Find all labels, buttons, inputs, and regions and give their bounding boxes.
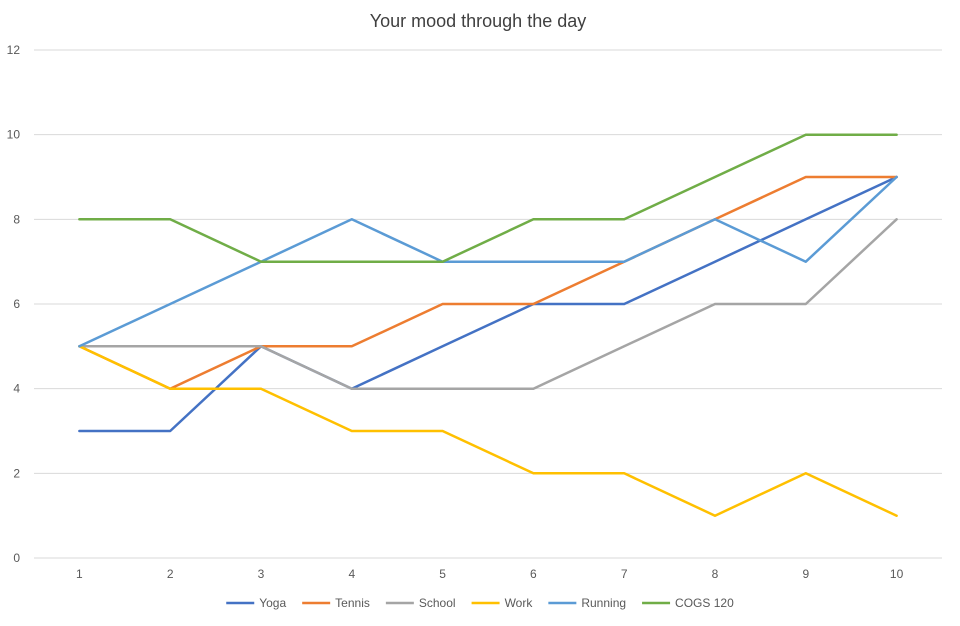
y-tick-label: 4 [13,382,20,396]
legend-item-running: Running [548,596,626,610]
x-tick-label: 9 [802,567,809,581]
y-tick-label: 6 [13,297,20,311]
y-tick-label: 12 [7,43,21,57]
x-tick-label: 8 [712,567,719,581]
x-tick-label: 1 [76,567,83,581]
legend-item-tennis: Tennis [302,596,370,610]
y-axis-ticks: 0 2 4 6 8 10 12 [7,43,21,565]
legend-label: COGS 120 [675,596,734,610]
x-tick-label: 7 [621,567,628,581]
legend-item-yoga: Yoga [226,596,286,610]
y-tick-label: 8 [13,212,20,226]
series-lines [78,133,898,517]
y-tick-label: 2 [13,466,20,480]
y-tick-label: 0 [13,551,20,565]
legend-item-school: School [385,596,456,610]
y-tick-label: 10 [7,128,21,142]
legend-label: Work [505,596,534,610]
series-line-tennis [78,175,898,390]
legend: Yoga Tennis School Work Running COGS 120 [226,596,734,610]
chart-title: Your mood through the day [370,11,587,31]
x-tick-label: 5 [439,567,446,581]
x-axis-ticks: 1 2 3 4 5 6 7 8 9 10 [76,567,904,581]
legend-item-work: Work [471,596,534,610]
x-tick-label: 2 [167,567,174,581]
legend-label: Yoga [259,596,286,610]
series-line-running [78,175,898,348]
series-line-school [78,218,898,390]
series-line-work [78,345,898,517]
legend-item-cogs-120: COGS 120 [642,596,734,610]
x-tick-label: 3 [258,567,265,581]
series-line-cogs-120 [78,133,898,263]
legend-label: School [419,596,456,610]
x-tick-label: 4 [348,567,355,581]
legend-label: Tennis [335,596,370,610]
legend-label: Running [581,596,626,610]
x-tick-label: 6 [530,567,537,581]
x-tick-label: 10 [890,567,904,581]
